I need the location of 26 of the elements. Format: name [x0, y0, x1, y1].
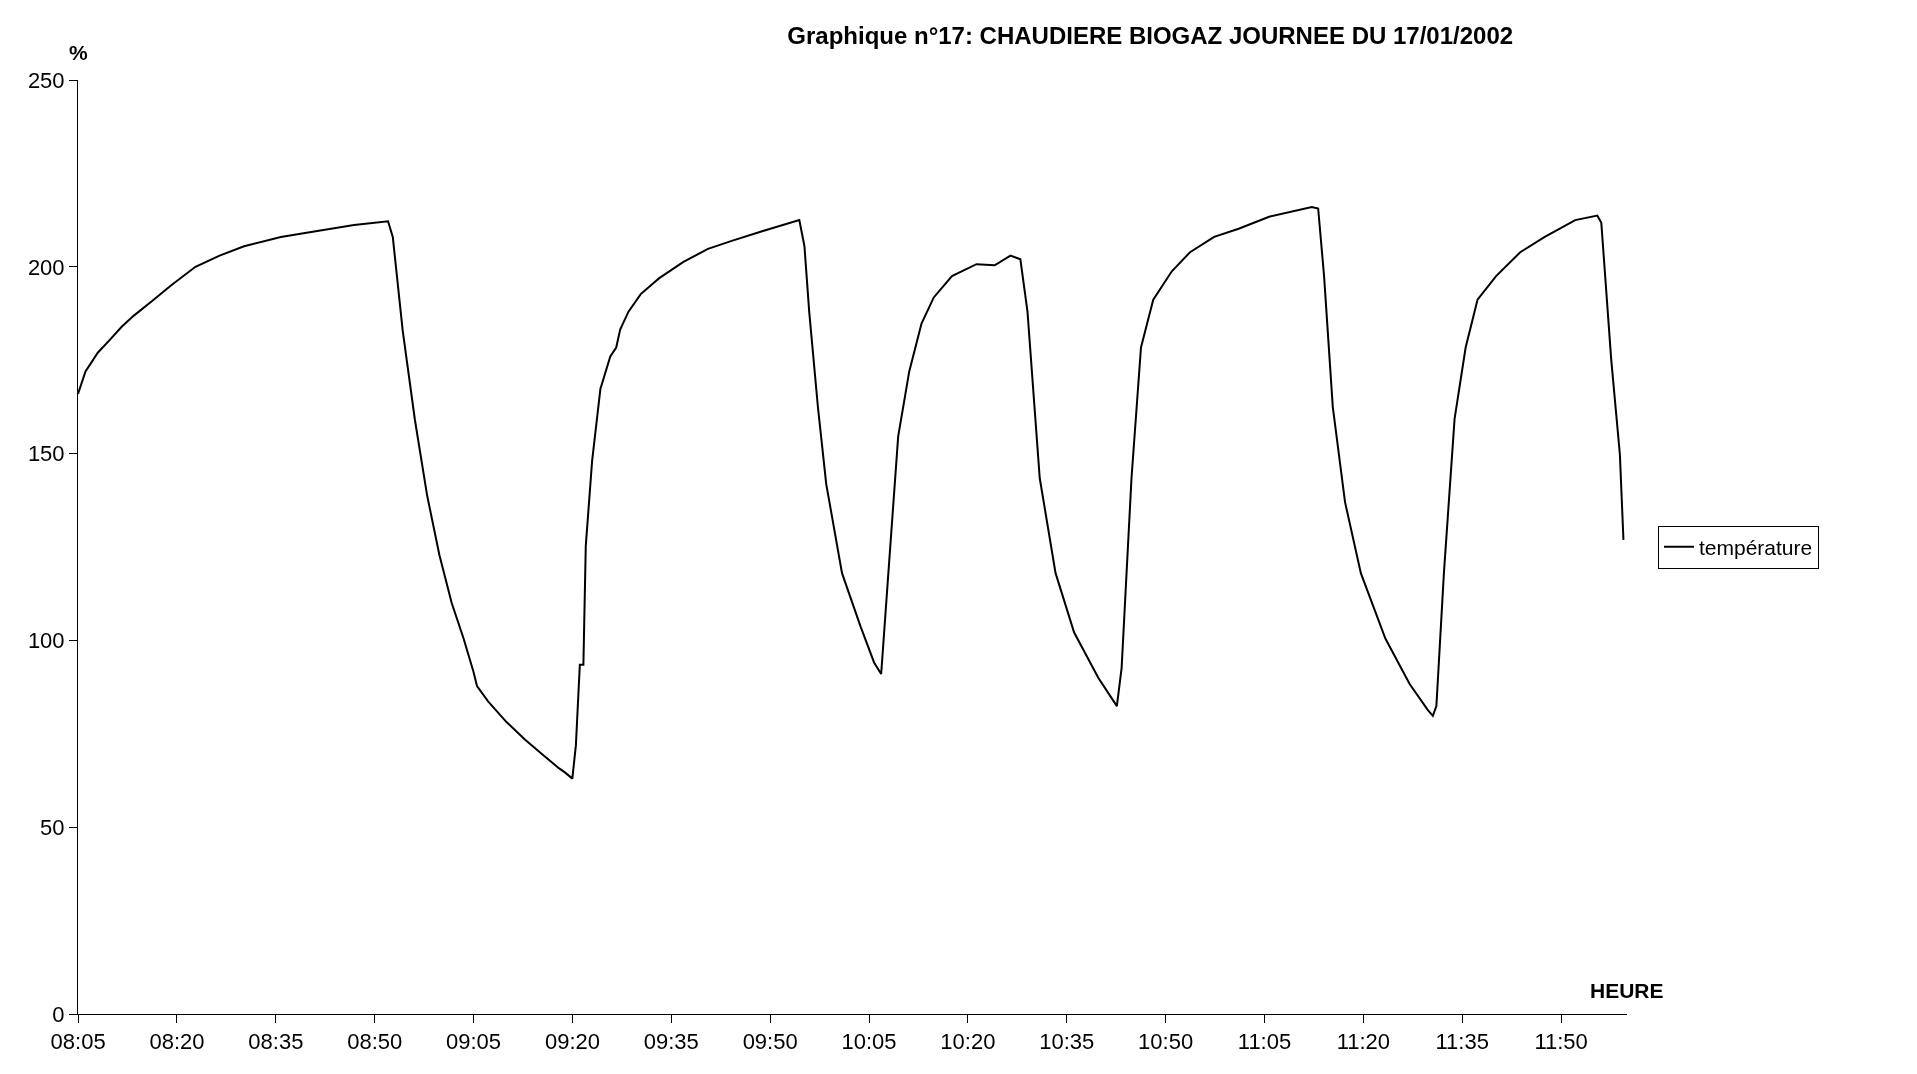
x-tick-label: 09:20: [544, 1029, 600, 1055]
y-tick-label: 100: [27, 628, 65, 654]
x-tick-label: 08:35: [248, 1029, 304, 1055]
x-tick-label: 08:20: [149, 1029, 205, 1055]
x-tick-label: 09:05: [446, 1029, 502, 1055]
y-axis-title: %: [69, 41, 88, 64]
x-tick-label: 10:05: [841, 1029, 897, 1055]
x-axis-title: HEURE: [1590, 979, 1664, 1002]
y-tick-label: 250: [27, 67, 65, 93]
x-tick-label: 10:50: [1138, 1029, 1194, 1055]
x-tick-label: 08:50: [347, 1029, 403, 1055]
x-tick-label: 10:35: [1039, 1029, 1095, 1055]
y-tick-label: 0: [52, 1001, 65, 1027]
x-tick-label: 11:20: [1336, 1029, 1391, 1055]
x-tick-label: 11:50: [1534, 1029, 1588, 1055]
chart-title: Graphique n°17: CHAUDIERE BIOGAZ JOURNEE DU 17/01/2002: [787, 21, 1514, 49]
x-tick-label: 09:35: [643, 1029, 699, 1055]
y-tick-label: 150: [27, 441, 65, 467]
y-tick-label: 50: [40, 814, 65, 840]
x-tick-label: 08:05: [50, 1029, 106, 1055]
x-tick-label: 10:20: [940, 1029, 996, 1055]
x-tick-label: 09:50: [742, 1029, 798, 1055]
legend-label: température: [1698, 535, 1813, 559]
x-tick-label: 11:35: [1435, 1029, 1489, 1055]
y-tick-label: 200: [27, 254, 65, 280]
x-tick-label: 11:05: [1237, 1029, 1292, 1055]
